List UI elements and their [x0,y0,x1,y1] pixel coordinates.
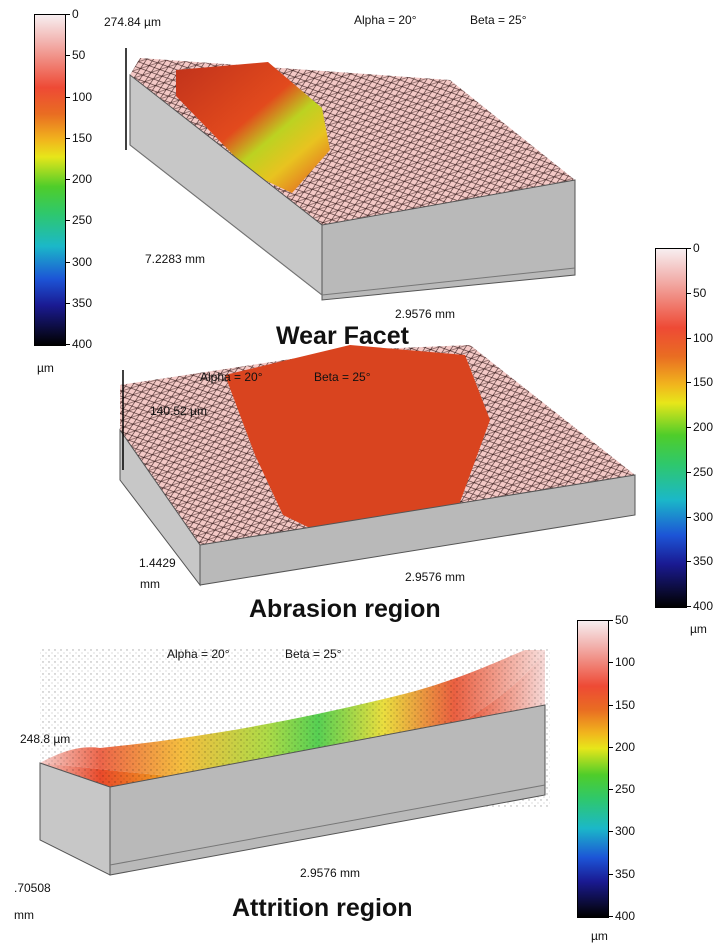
abrasion-title: Abrasion region [249,595,441,623]
colorbar-tick-mark [686,606,691,607]
colorbar-tick-mark [65,96,70,98]
colorbar-tick-label: 250 [615,782,636,797]
wear-facet-surface [125,48,576,301]
colorbar-tick-mark [686,427,691,428]
colorbar-tick-mark [608,704,613,706]
right-top-colorbar-unit: µm [690,622,707,636]
colorbar-tick-mark [65,55,70,57]
right-bottom-colorbar-gradient [577,620,609,918]
colorbar-tick-mark [65,14,70,15]
attrition-length-unit: mm [14,908,34,922]
colorbar-tick-mark [686,382,691,384]
abrasion-beta-label: Beta = 25° [314,370,371,384]
wear-alpha-label: Alpha = 20° [354,13,417,27]
left-colorbar-gradient [34,14,66,346]
colorbar-tick-label: 250 [72,213,93,228]
colorbar-tick-label: 100 [72,89,93,104]
colorbar-tick-label: 200 [693,420,714,434]
colorbar-tick-label: 150 [72,130,93,145]
colorbar-tick-label: 350 [615,866,636,881]
attrition-alpha-label: Alpha = 20° [167,647,230,661]
abrasion-alpha-label: Alpha = 20° [200,370,263,384]
wear-height-label: 274.84 µm [104,15,161,29]
colorbar-tick-label: 200 [72,172,93,186]
colorbar-tick-mark [608,873,613,875]
colorbar-tick-mark [65,179,70,180]
colorbar-tick-mark [65,344,70,345]
colorbar-tick-label: 300 [693,509,714,524]
colorbar-tick-label: 350 [693,554,714,569]
attrition-beta-label: Beta = 25° [285,647,342,661]
colorbar-tick-mark [608,620,613,621]
colorbar-tick-label: 0 [693,241,700,255]
colorbar-tick-label: 400 [72,337,93,351]
colorbar-tick-mark [65,220,70,222]
colorbar-tick-mark [686,248,691,249]
left-colorbar-unit: µm [37,361,54,375]
colorbar-tick-mark [608,662,613,664]
colorbar-tick-label: 300 [72,254,93,269]
colorbar-tick-label: 150 [615,697,636,712]
colorbar-tick-label: 300 [615,824,636,839]
colorbar-tick-label: 50 [615,613,629,627]
colorbar-tick-label: 100 [615,655,636,670]
abrasion-length-unit: mm [140,577,160,591]
colorbar-tick-label: 100 [693,330,714,345]
colorbar-tick-mark [686,292,691,294]
colorbar-tick-label: 400 [693,599,714,613]
colorbar-tick-label: 350 [72,295,93,310]
attrition-height-label: 248.8 µm [20,732,71,746]
wear-beta-label: Beta = 25° [470,13,527,27]
attrition-title: Attrition region [232,894,413,922]
colorbar-tick-mark [65,302,70,304]
colorbar-tick-label: 50 [72,48,86,63]
colorbar-tick-mark [608,831,613,833]
colorbar-tick-mark [65,137,70,139]
colorbar-tick-mark [608,746,613,748]
abrasion-width-label: 2.9576 mm [405,570,466,584]
colorbar-tick-mark [65,261,70,263]
attrition-length-label: .70508 [14,881,51,895]
attrition-width-label: 2.9576 mm [300,866,361,880]
colorbar-tick-label: 150 [693,375,714,390]
abrasion-length-label: 1.4429 [139,556,176,570]
abrasion-height-label: 140.52 µm [150,404,207,418]
colorbar-tick-mark [608,916,613,917]
wear-length-label: 7.2283 mm [145,252,206,266]
colorbar-tick-mark [686,561,691,563]
colorbar-tick-mark [608,789,613,791]
colorbar-tick-mark [686,471,691,473]
right-bottom-colorbar-unit: µm [591,929,608,943]
right-top-colorbar-gradient [655,248,687,608]
wear-facet-title: Wear Facet [276,322,409,350]
colorbar-tick-label: 250 [693,464,714,479]
wear-width-label: 2.9576 mm [395,307,456,321]
colorbar-tick-label: 0 [72,7,79,21]
colorbar-tick-mark [686,337,691,339]
colorbar-tick-mark [686,516,691,518]
attrition-surface [39,648,550,876]
colorbar-tick-label: 50 [693,285,707,300]
colorbar-tick-label: 400 [615,909,636,923]
colorbar-tick-label: 200 [615,739,636,754]
abrasion-surface [119,345,636,587]
